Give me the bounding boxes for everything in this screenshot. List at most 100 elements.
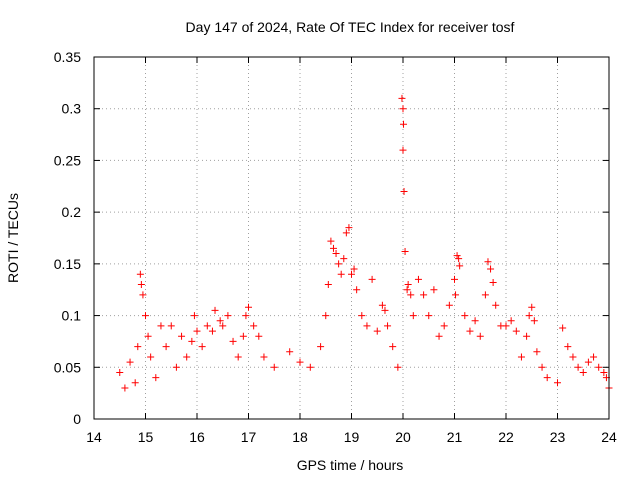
x-tick-label: 22 [498,429,514,445]
data-point [245,303,252,311]
data-point [131,379,139,387]
data-point [353,286,361,294]
y-tick-label: 0.2 [62,204,82,220]
y-tick-label: 0.15 [54,256,81,272]
x-axis-label: GPS time / hours [297,457,404,473]
y-tick-label: 0.1 [62,308,82,324]
data-point [139,291,147,299]
data-point [407,291,415,299]
data-point [466,327,474,335]
data-point [137,281,145,289]
grid-layer [94,57,609,419]
x-tick-label: 18 [292,429,308,445]
data-point [502,322,510,330]
data-point [188,337,196,345]
data-point [476,332,484,340]
y-tick-label: 0 [73,411,81,427]
data-point [348,270,355,278]
data-point [451,275,458,283]
data-point [590,353,598,361]
data-point [219,322,227,330]
data-point [239,332,247,340]
data-point [456,262,464,270]
data-point [178,332,186,340]
x-tick-label: 24 [601,429,617,445]
x-tick-label: 16 [189,429,205,445]
data-point [250,322,258,330]
data-point [322,312,330,320]
data-point [492,301,500,309]
data-point [399,146,407,154]
data-point [409,312,417,320]
data-point [569,353,577,361]
data-point [435,332,443,340]
data-point [455,255,463,263]
data-point [404,281,412,289]
data-point [183,353,191,361]
data-point [579,368,587,376]
data-point [484,258,492,266]
data-point [525,312,533,320]
data-point [400,120,408,128]
data-point [126,358,134,366]
data-point [167,322,175,330]
data-point [327,237,335,245]
data-point [487,265,495,273]
data-point [403,286,411,294]
data-point [317,343,325,351]
data-point [517,353,525,361]
data-point [329,244,337,252]
data-point [358,312,366,320]
data-point [242,312,250,320]
data-point [543,374,551,382]
data-point [430,286,438,294]
data-point [255,332,263,340]
data-point [193,327,201,335]
data-point [600,368,608,376]
data-point [523,332,531,340]
x-tick-label: 21 [447,429,463,445]
data-point [381,306,389,314]
data-point [452,291,460,299]
y-tick-label: 0.25 [54,152,81,168]
data-point [461,312,469,320]
data-point [134,343,142,351]
data-point [554,379,561,387]
x-tick-label: 14 [86,429,102,445]
data-point [414,275,422,283]
data-point [142,312,149,320]
y-tick-label: 0.3 [62,101,82,117]
data-point [595,363,603,371]
data-point [342,229,350,237]
axis-layer: 14 15 16 17 18 19 20 21 22 23 24 0 0.05 0.1 0.15 0.2 0.2… [54,49,617,445]
data-point [337,270,345,278]
data-point [345,224,353,232]
data-point [208,327,216,335]
data-point [147,353,155,361]
data-point [198,343,206,351]
x-tick-label: 17 [241,429,257,445]
data-point [270,363,278,371]
data-point [116,368,124,376]
data-point [373,327,381,335]
data-point [445,301,453,309]
data-point [401,247,409,255]
data-point [363,322,371,330]
data-point [528,303,536,311]
data-point [324,281,332,289]
data-points-layer [116,94,613,392]
y-axis-label: ROTI / TECUs [5,193,21,283]
data-point [332,250,340,258]
y-tick-label: 0.35 [54,49,81,65]
data-point [216,317,224,325]
x-tick-label: 20 [395,429,411,445]
data-point [584,358,592,366]
data-point [389,343,397,351]
data-point [121,384,129,392]
data-point [229,337,237,345]
data-point [350,265,358,273]
data-point [394,363,402,371]
data-point [489,278,497,286]
data-point [190,312,198,320]
